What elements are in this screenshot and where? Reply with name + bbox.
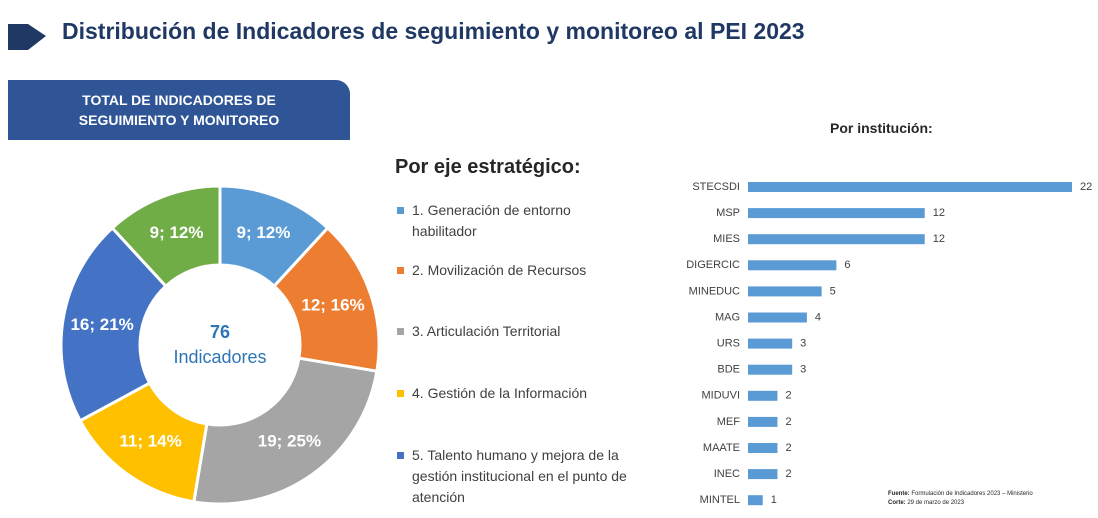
value-label: 2: [785, 442, 791, 454]
legend-label: 2. Movilización de Recursos: [412, 262, 587, 278]
bar-title: Por institución:: [830, 120, 933, 136]
bar: [748, 286, 822, 297]
value-label: 4: [815, 311, 821, 323]
legend-label: 4. Gestión de la Información: [412, 385, 588, 401]
bar: [748, 390, 778, 401]
bar: [748, 208, 925, 219]
category-label: BDE: [717, 364, 740, 376]
category-label: DIGERCIC: [686, 259, 740, 271]
legend-marker: [397, 207, 404, 214]
center-label: Indicadores: [173, 347, 266, 367]
category-label: MIES: [713, 233, 740, 245]
bar: [748, 234, 925, 245]
legend-item: 4. Gestión de la Información: [397, 383, 637, 404]
value-label: 6: [844, 259, 850, 271]
category-label: MSP: [716, 207, 740, 219]
legend-label: 1. Generación de entorno habilitador: [412, 202, 571, 239]
legend-marker: [397, 267, 404, 274]
cutoff-label: Corte:: [888, 500, 906, 506]
category-label: MIDUVI: [702, 390, 741, 402]
bar: [748, 182, 1072, 192]
category-label: INEC: [714, 468, 740, 480]
legend-item: 5. Talento humano y mejora de la gestión…: [397, 445, 637, 508]
value-label: 5: [830, 285, 836, 297]
bar: [748, 416, 778, 427]
category-label: MEF: [717, 416, 741, 428]
value-label: 12: [933, 207, 945, 219]
bar: [748, 338, 793, 349]
value-label: 22: [1080, 181, 1092, 193]
value-label: 12: [933, 233, 945, 245]
donut-slice: [272, 225, 381, 373]
bar: [748, 312, 807, 323]
slice-label: 9; 12%: [150, 223, 204, 242]
slice-label: 12; 16%: [301, 296, 364, 315]
source: Fuente: Formulación de Indicadores 2023 …: [888, 491, 1033, 497]
legend-label: 3. Articulación Territorial: [412, 323, 561, 339]
donut-header: TOTAL DE INDICADORES DE SEGUIMIENTO Y MO…: [8, 80, 350, 140]
category-label: MAATE: [703, 442, 740, 454]
bar: [748, 260, 837, 271]
legend-item: 2. Movilización de Recursos: [397, 260, 637, 281]
legend-marker: [397, 328, 404, 335]
slice-label: 16; 21%: [70, 315, 133, 334]
donut-slice: [59, 225, 168, 423]
legend-item: 3. Articulación Territorial: [397, 321, 637, 342]
value-label: 3: [800, 338, 806, 350]
legend-label: 5. Talento humano y mejora de la gestión…: [412, 447, 627, 505]
donut-title: TOTAL DE INDICADORES DE SEGUIMIENTO Y MO…: [78, 92, 280, 128]
legend-title: Por eje estratégico:: [395, 156, 581, 178]
bar: [748, 443, 778, 453]
value-label: 2: [785, 468, 791, 480]
source-text: Formulación de Indicadores 2023 – Minist…: [911, 491, 1033, 497]
source-label: Fuente:: [888, 491, 910, 497]
slice-label: 11; 14%: [119, 432, 181, 451]
value-label: 2: [785, 390, 791, 402]
value-label: 1: [771, 494, 777, 506]
category-label: MINTEL: [700, 494, 740, 506]
page-title: Distribución de Indicadores de seguimien…: [62, 18, 805, 44]
legend-marker: [397, 452, 404, 459]
donut-slice: [110, 184, 222, 289]
category-label: URS: [717, 338, 740, 350]
legend-item: 1. Generación de entorno habilitador: [397, 200, 637, 242]
value-label: 2: [785, 416, 791, 428]
category-label: STECSDI: [692, 181, 740, 193]
value-label: 3: [800, 364, 806, 376]
donut-slice: [192, 356, 379, 506]
category-label: MINEDUC: [689, 285, 740, 297]
slice-label: 9; 12%: [237, 223, 291, 242]
center-value: 76: [210, 322, 230, 342]
slice-label: 19; 25%: [258, 432, 321, 451]
bar: [748, 495, 763, 506]
title-arrow: [8, 24, 46, 50]
bar: [748, 364, 793, 375]
bar: [748, 469, 778, 480]
legend-marker: [397, 390, 404, 397]
cutoff: Corte: 29 de marzo de 2023: [888, 500, 964, 506]
category-label: MAG: [715, 311, 740, 323]
cutoff-text: 29 de marzo de 2023: [907, 500, 965, 506]
